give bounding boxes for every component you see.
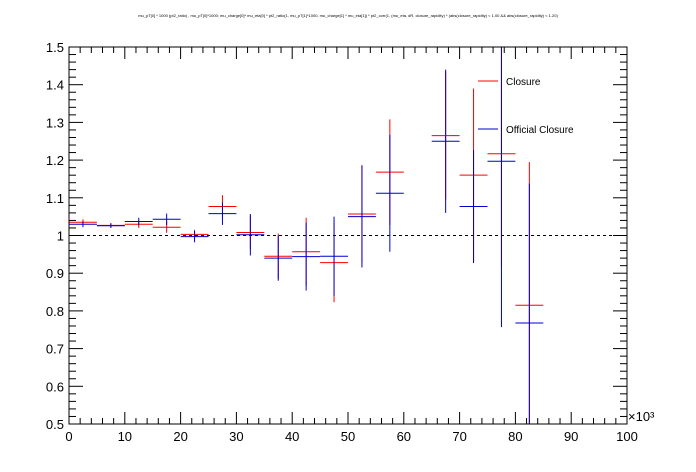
y-tick-label: 1.4 [46,78,64,93]
data-point [348,165,376,268]
x-tick-label: 40 [285,429,299,444]
data-point [180,230,209,243]
x-tick-label: 60 [397,429,411,444]
x-tick-label: 80 [508,429,522,444]
data-layer [69,47,544,424]
y-tick-label: 0.9 [46,266,64,281]
legend: Closure Official Closure [478,77,574,136]
y-tick-label: 1.1 [46,191,64,206]
y-tick-label: 1 [57,229,64,244]
data-point [487,47,516,328]
y-tick-label: 1.3 [46,115,64,130]
x-tick-label: 10 [118,429,132,444]
y-tick-label: 1.2 [46,153,64,168]
x-tick-label: 90 [564,429,578,444]
y-tick-label: 1.5 [46,40,64,55]
legend-entry: Official Closure [478,125,574,136]
legend-label: Closure [506,77,541,88]
data-point [292,222,321,291]
plot-area [69,47,627,424]
data-point [69,221,97,228]
data-point [431,69,460,213]
x-tick-label: 70 [452,429,466,444]
data-point [124,217,153,226]
data-point [208,202,237,225]
y-tick-label: 0.6 [46,379,64,394]
data-point [236,214,265,256]
data-point [152,213,181,225]
legend-label: Official Closure [506,125,574,136]
y-tick-label: 0.5 [46,417,64,432]
legend-entry: Closure [478,77,541,88]
axes-layer: 0.5 0.6 0.7 0.8 0.9 1 1.1 1.2 1.3 1.4 1.5 0 10 20 30 40… [46,40,655,444]
x-tick-label: 0 [65,429,72,444]
x-axis-multiplier: ×10³ [628,409,655,424]
data-point [264,235,293,281]
x-tick-label: 50 [341,429,355,444]
x-tick-label: 30 [229,429,243,444]
x-tick-label: 20 [173,429,187,444]
series-official-closure [69,47,544,424]
data-point [515,183,544,424]
chart-title: mu_pT[0] * 1000 (pt2_ratio) , mu_pT[0]*1… [138,13,558,18]
data-point [320,216,348,296]
data-point [459,149,488,264]
y-tick-label: 0.8 [46,304,64,319]
data-point [375,134,404,252]
x-tick-label: 100 [616,429,638,444]
y-tick-label: 0.7 [46,342,64,357]
data-point [96,223,125,228]
